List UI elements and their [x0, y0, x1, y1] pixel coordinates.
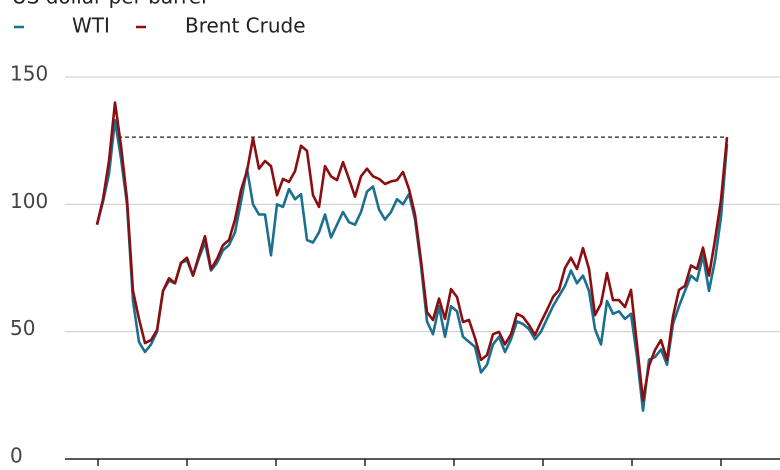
legend-label: Brent Crude: [185, 14, 306, 38]
series-line: [95, 119, 729, 412]
chart-subtitle: US dollar per barrel: [12, 0, 207, 9]
y-tick-label: 150: [10, 62, 48, 86]
y-tick-label: 50: [10, 316, 35, 340]
legend-label: WTI: [72, 14, 110, 38]
y-tick-label: 100: [10, 189, 48, 213]
series-line: [95, 101, 729, 402]
x-axis-ticks: [97, 459, 722, 466]
y-tick-label: 0: [10, 444, 23, 468]
